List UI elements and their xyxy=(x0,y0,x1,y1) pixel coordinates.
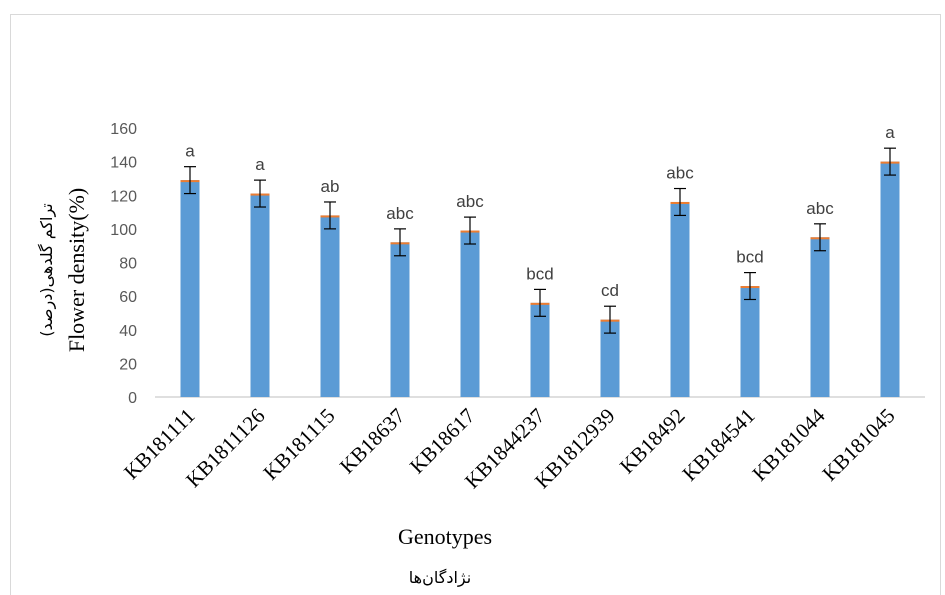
bar xyxy=(880,161,900,397)
significance-label: abc xyxy=(806,199,834,218)
x-axis-title-fa: نژادگان‌ها xyxy=(409,568,471,588)
significance-label: cd xyxy=(601,281,619,300)
bar xyxy=(390,242,410,397)
category-label: KB181045 xyxy=(817,404,899,486)
significance-label: abc xyxy=(666,164,694,183)
bar xyxy=(740,286,760,397)
significance-label: bcd xyxy=(526,264,553,283)
y-axis-title-fa: تراکم گلدهی(درصد) xyxy=(37,203,57,336)
y-axis-title: Flower density(%) xyxy=(64,188,89,352)
bar xyxy=(320,215,340,397)
y-tick-label: 100 xyxy=(110,222,137,239)
y-tick-label: 160 xyxy=(110,121,137,138)
category-label: KB181115 xyxy=(258,404,339,485)
y-tick-label: 40 xyxy=(119,323,137,340)
y-tick-label: 60 xyxy=(119,289,137,306)
y-axis-ticks: 0 20 40 60 80 100 120 140 160 xyxy=(110,121,137,407)
x-axis-title: Genotypes xyxy=(398,524,492,549)
bar xyxy=(530,302,550,397)
significance-label: ab xyxy=(321,177,340,196)
category-label: KB181044 xyxy=(747,403,829,485)
category-label: KB18637 xyxy=(335,404,410,479)
significance-label: a xyxy=(885,123,895,142)
significance-label: bcd xyxy=(736,248,763,267)
y-tick-label: 0 xyxy=(128,390,137,407)
bar xyxy=(810,237,830,397)
category-label: KB184541 xyxy=(677,404,759,486)
bar xyxy=(250,193,270,397)
bar xyxy=(670,201,690,397)
y-tick-label: 20 xyxy=(119,356,137,373)
bar xyxy=(600,319,620,397)
significance-label: abc xyxy=(456,192,484,211)
bar xyxy=(180,180,200,397)
y-tick-label: 80 xyxy=(119,256,137,273)
category-labels: KB181111KB1811126KB181115KB18637KB18617K… xyxy=(119,403,899,493)
significance-label: a xyxy=(185,142,195,161)
significance-label: abc xyxy=(386,204,414,223)
significance-label: a xyxy=(255,155,265,174)
y-tick-label: 140 xyxy=(110,155,137,172)
bar xyxy=(460,230,480,397)
y-tick-label: 120 xyxy=(110,188,137,205)
bars-group: a a ab abc abc bcd cd abc bcd abc a xyxy=(180,123,900,397)
